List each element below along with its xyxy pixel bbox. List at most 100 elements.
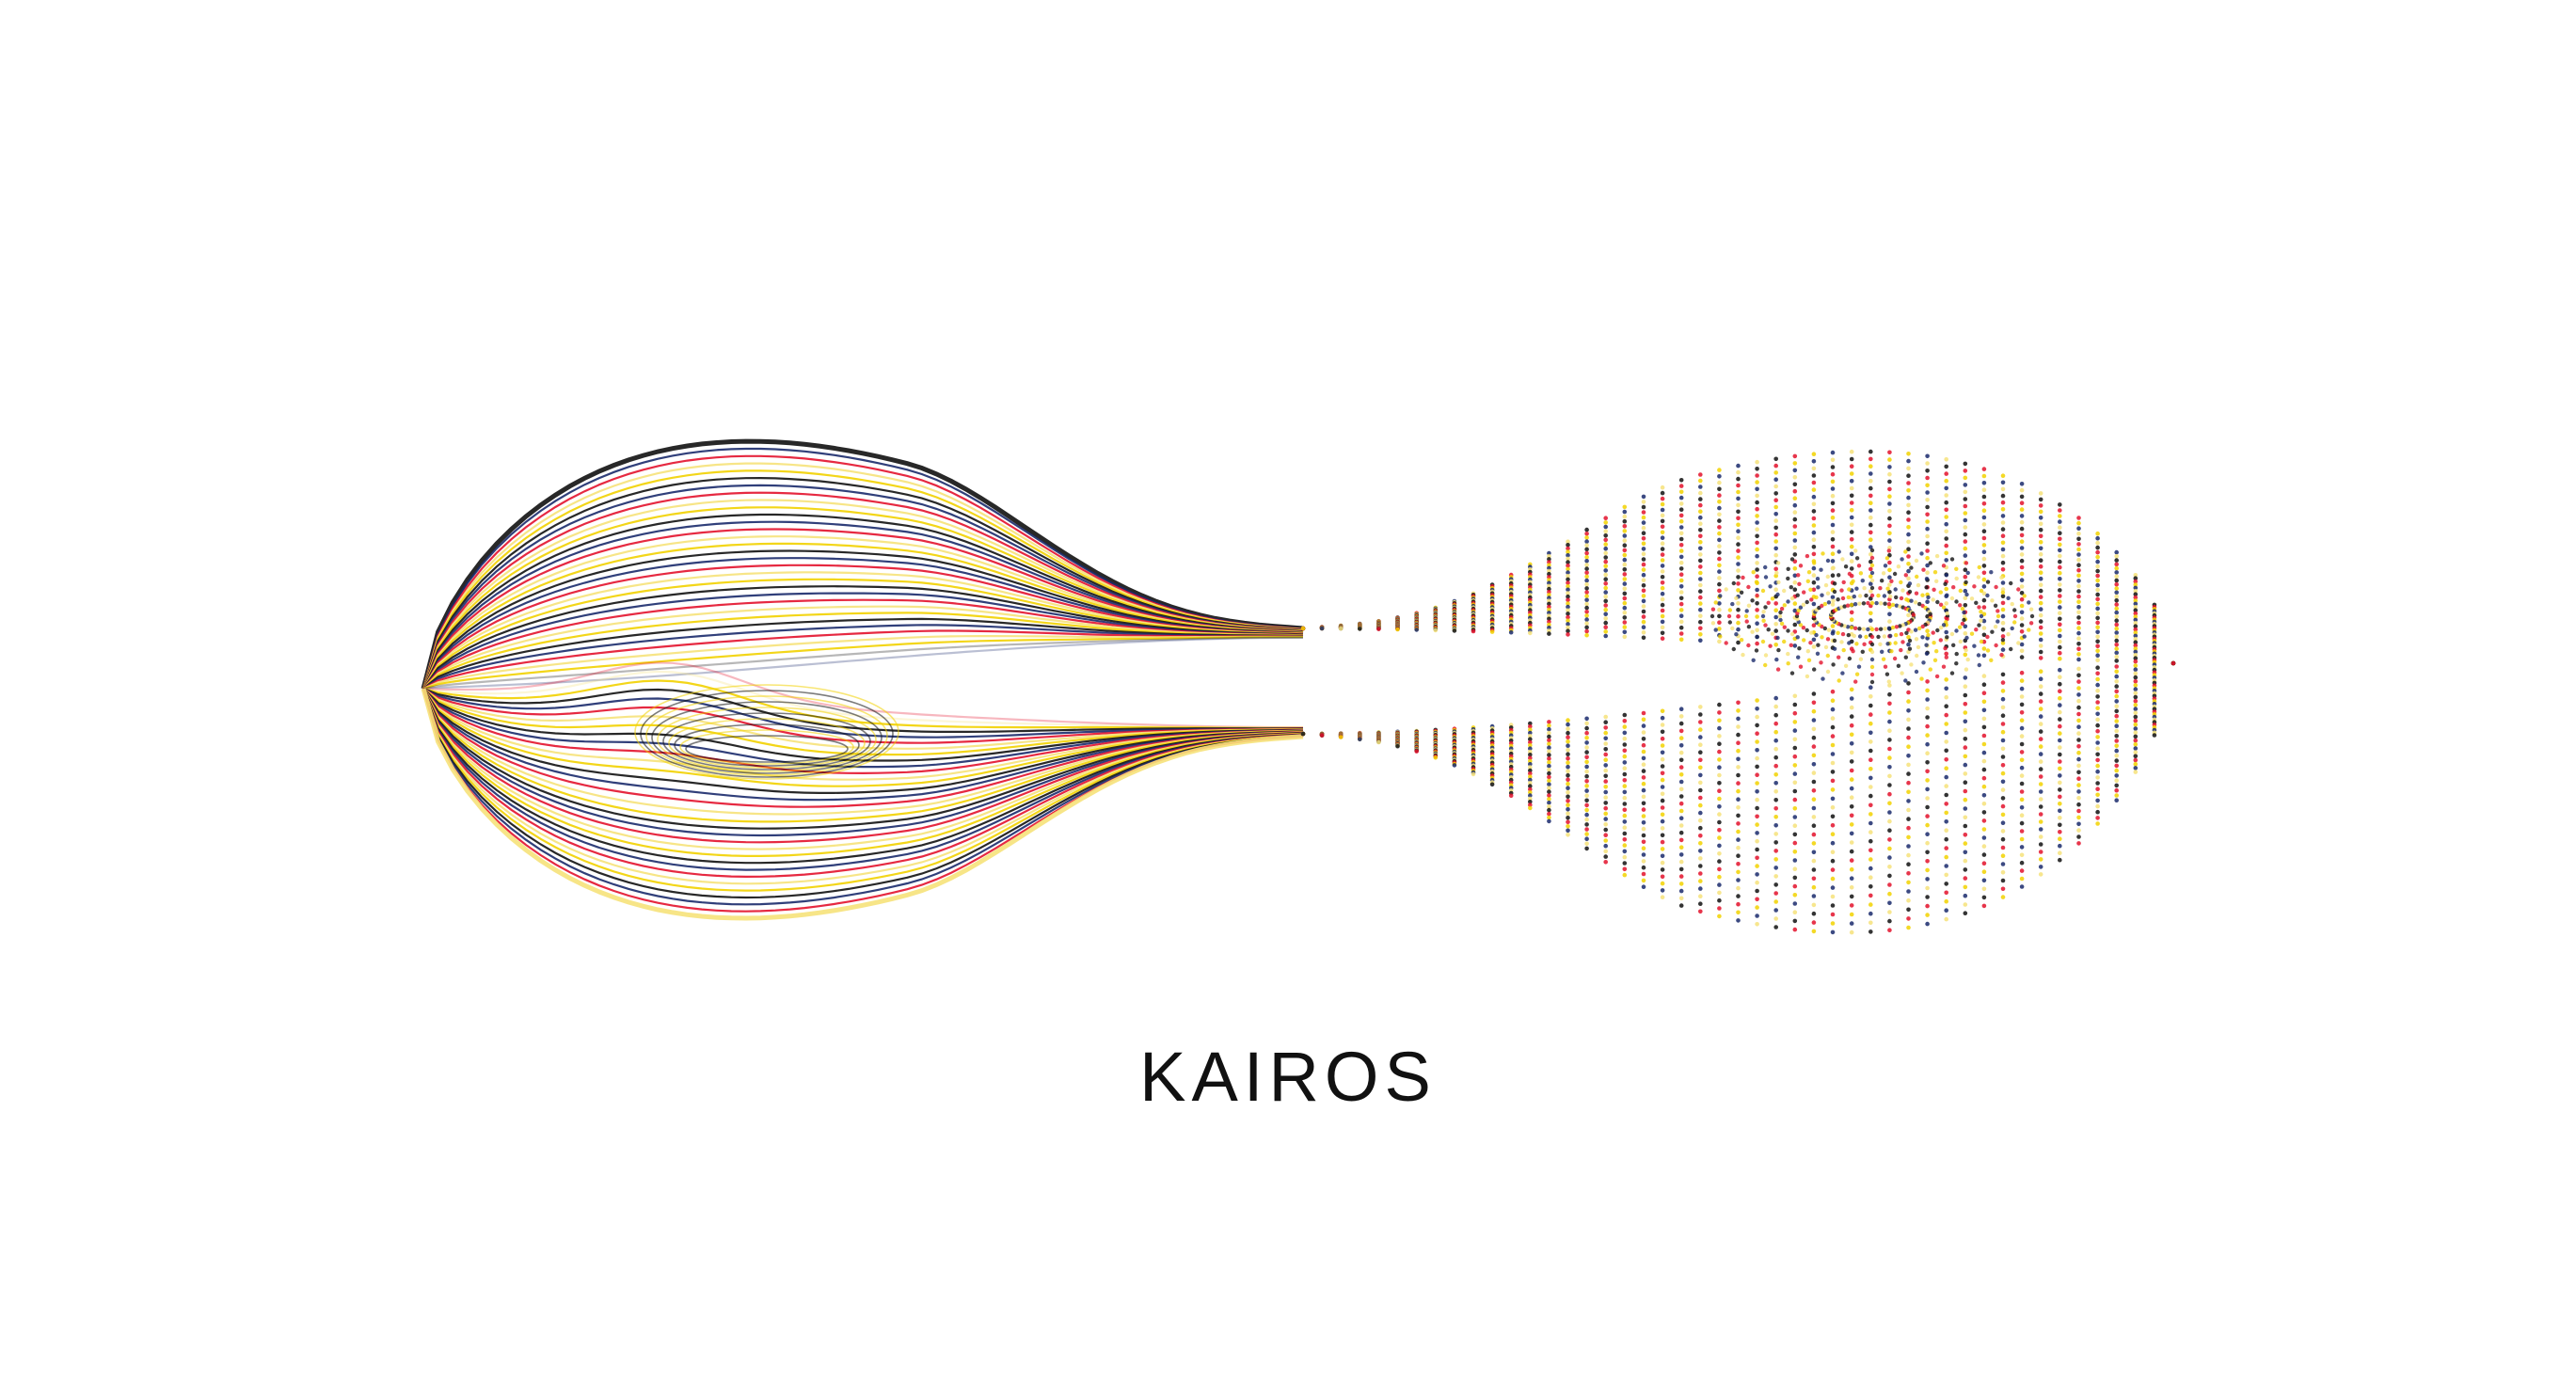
wave-dot: [2000, 755, 2006, 759]
wave-dot: [2076, 516, 2081, 520]
wave-dot: [2019, 552, 2025, 557]
bump-dot: [1914, 591, 1919, 596]
wave-dot: [1773, 763, 1778, 769]
wave-dot: [1925, 822, 1930, 828]
wave-dot: [1622, 586, 1628, 592]
wave-dot: [1622, 577, 1628, 581]
wave-dot: [1678, 584, 1684, 589]
wave-dot: [1566, 549, 1570, 554]
wave-dot: [1963, 702, 1968, 707]
bump-dot: [1805, 579, 1811, 583]
bump-dot: [1782, 625, 1788, 629]
wave-dot: [1849, 813, 1854, 818]
wave-dot: [2114, 574, 2119, 579]
wave-dot: [2058, 794, 2062, 800]
bump-dot: [1812, 561, 1817, 565]
bump-dot: [1847, 656, 1852, 661]
wave-dot: [1792, 552, 1798, 557]
bump-dot: [1917, 626, 1922, 631]
bump-dot: [1882, 594, 1887, 598]
wave-dot: [1528, 768, 1533, 773]
bump-dot: [1921, 567, 1926, 572]
bump-dot: [1894, 632, 1899, 638]
wave-dot: [1641, 541, 1646, 547]
bump-dot: [1949, 557, 1955, 562]
wave-dot: [2133, 675, 2139, 680]
bump-dot: [1920, 624, 1925, 629]
bump-dot: [2022, 594, 2027, 598]
wave-dot: [1849, 723, 1854, 728]
bump-dot: [1934, 553, 1940, 559]
wave-dot: [1963, 483, 1968, 487]
wave-dot: [2114, 598, 2119, 603]
wave-dot: [1717, 890, 1722, 896]
bump-dot: [1880, 649, 1884, 654]
wave-dot: [1717, 796, 1722, 802]
bump-dot: [1993, 625, 1998, 629]
wave-dot: [2019, 860, 2025, 866]
wave-dot: [1944, 677, 1948, 682]
bump-dot: [1782, 603, 1788, 608]
bump-contour: [640, 690, 894, 778]
wave-dot: [2000, 567, 2006, 572]
wave-dot: [1755, 913, 1759, 918]
wave-dot: [1678, 566, 1684, 571]
wave-dot: [2058, 616, 2062, 622]
wave-dot: [2114, 581, 2119, 587]
wave-dot: [2058, 553, 2062, 559]
wave-dot: [1678, 619, 1684, 625]
wave-dot: [1736, 555, 1741, 560]
wave-dot: [1792, 488, 1798, 494]
bump-contour: [668, 718, 866, 769]
wave-dot: [2095, 592, 2100, 597]
wave-dot: [1755, 500, 1759, 505]
wave-dot: [1906, 789, 1911, 795]
wave-dot: [2095, 757, 2100, 763]
bump-dot: [1724, 587, 1728, 592]
wave-dot: [2133, 640, 2139, 644]
bump-dot: [1734, 632, 1739, 637]
wave-dot: [1622, 872, 1628, 878]
wave-dot: [2133, 757, 2139, 763]
wave-dot: [1887, 900, 1892, 906]
wave-dot: [1736, 781, 1741, 786]
wave-dot: [2076, 620, 2081, 626]
bump-dot: [1754, 580, 1759, 584]
wave-dot: [1773, 470, 1778, 475]
wave-dot: [2076, 567, 2081, 573]
wave-dot: [2133, 707, 2139, 711]
wave-dot: [1603, 757, 1608, 762]
wave-dot: [1755, 473, 1759, 478]
bump-dot: [1774, 657, 1779, 662]
wave-dot: [2038, 865, 2043, 869]
brand-wordmark: KAIROS: [1139, 1038, 1437, 1116]
wave-dot: [1584, 590, 1589, 595]
wave-dot: [1755, 797, 1759, 802]
wave-dot: [2114, 554, 2119, 559]
wave-dot: [2019, 584, 2025, 589]
bump-dot: [1958, 588, 1963, 594]
wave-dot: [2038, 491, 2043, 496]
wave-dot: [1906, 871, 1911, 876]
wave-dot: [1887, 801, 1892, 806]
wave-dot: [2133, 683, 2139, 688]
wave-dot: [1944, 521, 1948, 527]
bump-dot: [2009, 646, 2013, 652]
wave-dot: [2133, 646, 2139, 651]
bump-dot: [1766, 628, 1771, 632]
wave-line: [422, 687, 1304, 744]
wave-dot: [2019, 591, 2025, 596]
wave-dot: [1622, 784, 1628, 788]
wave-dot: [1566, 802, 1570, 808]
wave-dot: [1981, 818, 1987, 823]
wave-dot: [1660, 596, 1665, 602]
bump-dot: [1760, 613, 1766, 619]
bump-dot: [1709, 613, 1715, 619]
wave-dot: [1981, 827, 1987, 832]
wave-dot: [1547, 589, 1551, 595]
bump-dot: [1776, 580, 1781, 585]
wave-dot: [1868, 530, 1873, 535]
wave-dot: [1925, 921, 1930, 927]
wave-dot: [2114, 708, 2119, 714]
wave-line: [422, 636, 1304, 691]
